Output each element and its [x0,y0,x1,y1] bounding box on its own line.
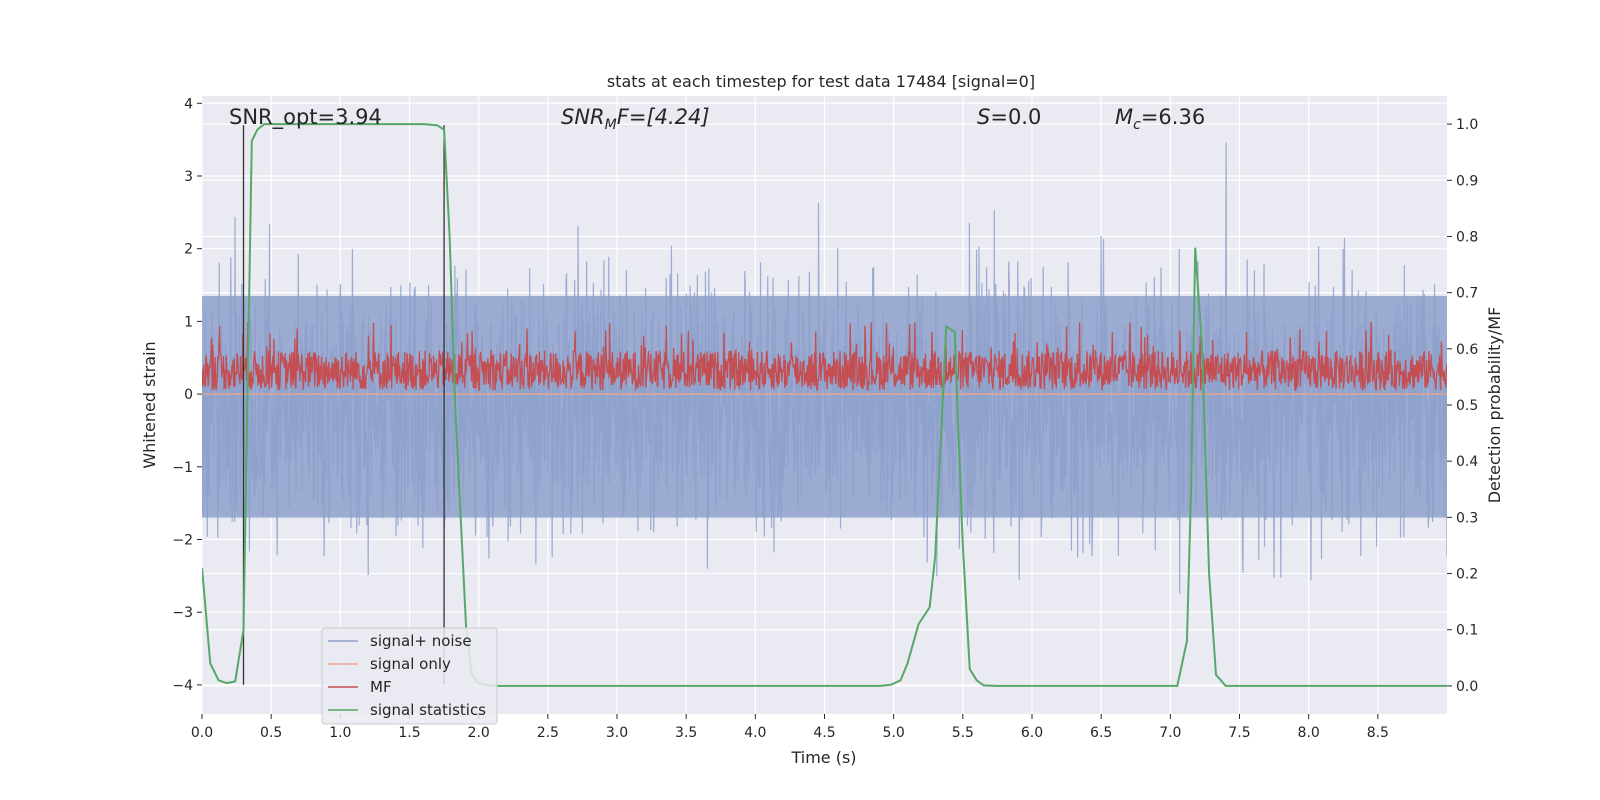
annotation-mc-rest: =6.36 [1141,105,1205,129]
x-axis-ticks: 0.0 0.5 1.0 1.5 2.0 2.5 3.0 3.5 4.0 4.5 5.0 5.5 6.0 6… [191,714,1389,741]
y2-tick-label: 0.8 [1456,229,1478,245]
annotation-s-main: S [977,105,990,129]
x-tick-label: 0.0 [191,725,213,741]
legend-label-2: MF [370,678,392,696]
annotation-snr-mf-rest: F=[4.24] [617,105,710,129]
series-signal-statistics-line [202,123,1447,687]
y-tick-label: 2 [184,242,193,258]
x-tick-label: 1.5 [398,725,420,741]
y2-tick-label: 0.0 [1456,679,1478,695]
x-tick-label: 5.0 [883,725,905,741]
x-tick-label: 5.5 [952,725,974,741]
y-axis-label: Whitened strain [140,341,159,468]
y-axis-ticks: 4 3 2 1 0 −1 −2 −3 −4 [172,96,202,694]
y-tick-label: 4 [184,96,193,112]
y2-tick-label: 0.2 [1456,567,1478,583]
legend-label-3: signal statistics [370,701,486,719]
x-tick-label: 4.0 [744,725,766,741]
y2-axis-label: Detection probability/MF [1485,307,1504,504]
annotation-snr-mf: SNRMF=[4.24] [561,105,710,133]
legend-label-1: signal only [370,655,451,673]
x-tick-label: 0.5 [260,725,282,741]
plot-layer [202,123,1447,687]
x-axis-label: Time (s) [790,748,856,767]
y-tick-label: −3 [172,605,193,621]
y2-tick-label: 0.7 [1456,286,1478,302]
legend-label-0: signal+ noise [370,632,472,650]
y2-tick-label: 0.1 [1456,623,1478,639]
legend: signal+ noise signal only MF signal stat… [321,627,498,725]
x-tick-label: 4.5 [813,725,835,741]
y2-axis-ticks: 1.0 0.9 0.8 0.7 0.6 0.5 0.4 0.3 0.2 0.1 0.0 [1447,117,1478,695]
annotation-mc: Mc=6.36 [1115,105,1205,133]
annotation-snr-mf-main: SNR [561,105,605,129]
y2-tick-label: 0.5 [1456,398,1478,414]
x-tick-label: 2.5 [537,725,559,741]
y2-tick-label: 0.6 [1456,342,1478,358]
annotation-s: S=0.0 [977,105,1041,129]
y-tick-label: −4 [172,678,193,694]
x-tick-label: 7.0 [1159,725,1181,741]
legend-box [321,627,498,725]
x-tick-label: 7.5 [1228,725,1250,741]
x-tick-label: 3.5 [675,725,697,741]
y2-tick-label: 0.9 [1456,173,1478,189]
annotation-snr-mf-sub: M [605,117,617,133]
chart-title: stats at each timestep for test data 174… [607,72,1035,91]
x-tick-label: 8.0 [1298,725,1320,741]
y-tick-label: −2 [172,533,193,549]
x-tick-label: 6.0 [1021,725,1043,741]
annotation-s-rest: =0.0 [990,105,1041,129]
series-mf-line [202,321,1447,392]
y-tick-label: 3 [184,169,193,185]
x-tick-label: 1.0 [329,725,351,741]
y-tick-label: −1 [172,460,193,476]
x-tick-label: 8.5 [1367,725,1389,741]
series-signal-noise-band [202,295,1447,518]
annotation-mc-main: M [1115,105,1133,129]
x-tick-label: 6.5 [1090,725,1112,741]
x-tick-label: 2.0 [468,725,490,741]
y2-tick-label: 1.0 [1456,117,1478,133]
y2-tick-label: 0.3 [1456,510,1478,526]
y-tick-label: 0 [184,387,193,403]
annotation-mc-sub: c [1133,117,1141,133]
x-tick-label: 3.0 [606,725,628,741]
y2-tick-label: 0.4 [1456,454,1478,470]
y-tick-label: 1 [184,314,193,330]
annotation-snr-opt: SNR_opt=3.94 [229,105,382,130]
